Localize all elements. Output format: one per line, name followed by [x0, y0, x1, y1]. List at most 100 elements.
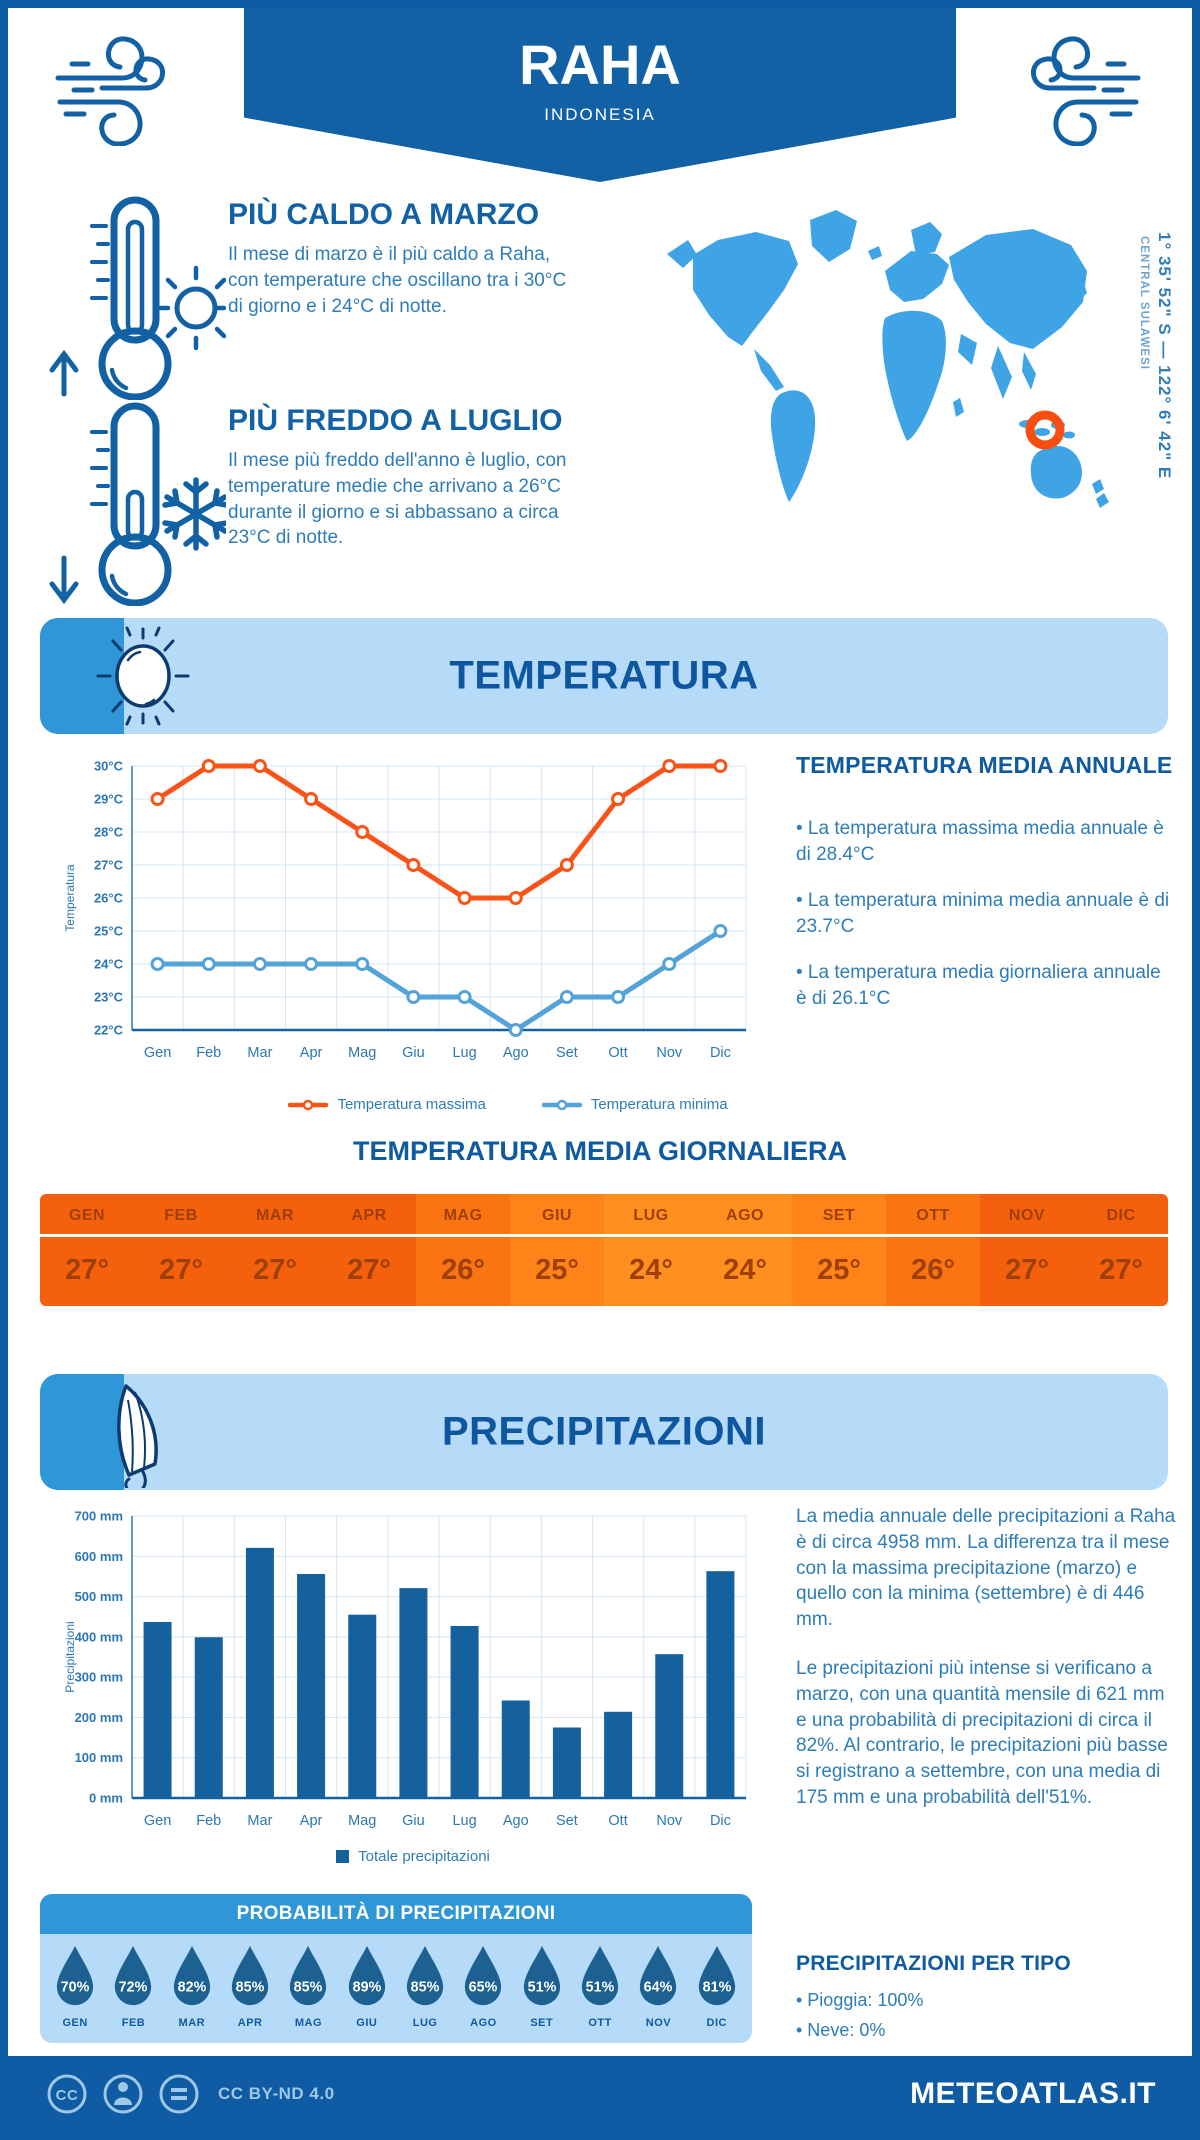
daily-temp-cell: MAG 26° [416, 1194, 510, 1306]
raindrop-icon: 85% [232, 1945, 269, 2006]
svg-text:Gen: Gen [144, 1045, 171, 1061]
svg-text:CC: CC [56, 2087, 79, 2104]
person-icon [103, 2074, 143, 2114]
svg-text:Mag: Mag [348, 1045, 376, 1061]
probability-drop: 82% MAR [163, 1944, 221, 2029]
umbrella-iconbox [40, 1374, 124, 1490]
wind-icon [1030, 36, 1141, 146]
daily-temp-cell: MAR 27° [228, 1194, 322, 1306]
daily-temp-cell: SET 25° [792, 1194, 886, 1306]
svg-text:Feb: Feb [196, 1813, 221, 1829]
svg-text:Dic: Dic [710, 1813, 731, 1829]
precipitation-paragraph-2: Le precipitazioni più intense si verific… [796, 1658, 1168, 1809]
map-marker-icon [1025, 410, 1065, 450]
precip-type-snow: • Neve: 0% [796, 2020, 886, 2040]
daily-temp-cell: LUG 24° [604, 1194, 698, 1306]
temperature-chart: 22°C 23°C 24°C 25°C 26°C 27°C 28°C 29°C 30°C Gen F… [63, 759, 747, 1061]
legend-item: Totale precipitazioni [336, 1848, 490, 1865]
page-subtitle: INDONESIA [544, 105, 656, 124]
daily-temp-cell: DIC 27° [1074, 1194, 1168, 1306]
svg-text:Set: Set [556, 1813, 578, 1829]
raindrop-icon: 65% [465, 1945, 502, 2006]
svg-text:Ott: Ott [608, 1813, 627, 1829]
svg-text:65%: 65% [469, 1980, 498, 1996]
raindrop-icon: 85% [290, 1945, 327, 2006]
svg-text:82%: 82% [178, 1980, 207, 1996]
daily-temp-cell: OTT 26° [886, 1194, 980, 1306]
svg-text:81%: 81% [702, 1980, 731, 1996]
svg-text:Apr: Apr [300, 1813, 323, 1829]
svg-text:72%: 72% [119, 1980, 148, 1996]
precipitation-paragraph-1: La media annuale delle precipitazioni a … [796, 1506, 1176, 1631]
svg-text:29°C: 29°C [94, 792, 124, 807]
thermometer-down-icon [49, 402, 226, 606]
svg-text:700 mm: 700 mm [75, 1509, 123, 1524]
probability-panel: PROBABILITÀ DI PRECIPITAZIONI 70% GEN 72% F… [40, 1894, 752, 2043]
header-banner: RAHA INDONESIA [244, 8, 956, 182]
sun-icon [174, 286, 218, 330]
svg-text:22°C: 22°C [94, 1023, 124, 1038]
precip-type-heading: PRECIPITAZIONI PER TIPO [796, 1952, 1071, 1975]
warmest-month-title: PIÙ CALDO A MARZO [228, 198, 540, 231]
svg-text:51%: 51% [527, 1980, 556, 1996]
svg-text:400 mm: 400 mm [75, 1629, 123, 1644]
region-text: CENTRAL SULAWESI [1138, 236, 1150, 370]
svg-text:Giu: Giu [402, 1045, 425, 1061]
precipitation-chart: 0 mm 100 mm 200 mm 300 mm 400 mm 500 mm 600 mm… [63, 1509, 747, 1829]
wind-icon [55, 36, 166, 146]
svg-text:Mar: Mar [247, 1813, 272, 1829]
daily-temp-cell: GIU 25° [510, 1194, 604, 1306]
probability-drops: 70% GEN 72% FEB 82% MAR 85% APR 85% MAG 89% GIU 85% L… [40, 1934, 752, 2043]
page-title: RAHA [519, 33, 681, 96]
svg-text:64%: 64% [644, 1980, 673, 1996]
svg-text:Nov: Nov [656, 1045, 683, 1061]
probability-drop: 65% AGO [454, 1944, 512, 2029]
svg-text:300 mm: 300 mm [75, 1670, 123, 1685]
nd-icon [159, 2074, 199, 2114]
raindrop-icon: 81% [698, 1945, 735, 2006]
svg-text:Nov: Nov [656, 1813, 683, 1829]
svg-text:Ago: Ago [503, 1045, 529, 1061]
svg-text:500 mm: 500 mm [75, 1589, 123, 1604]
temperature-section-title: TEMPERATURA [449, 653, 759, 698]
svg-text:25°C: 25°C [94, 924, 124, 939]
coordinates-text: 1° 35' 52" S — 122° 6' 42" E [1155, 232, 1174, 480]
svg-text:85%: 85% [411, 1980, 440, 1996]
svg-text:Apr: Apr [300, 1045, 323, 1061]
cc-license-icons: CC [47, 2074, 199, 2114]
svg-text:Mar: Mar [247, 1045, 272, 1061]
svg-text:0 mm: 0 mm [89, 1791, 123, 1806]
svg-text:24°C: 24°C [94, 957, 124, 972]
raindrop-icon: 72% [115, 1945, 152, 2006]
annual-temp-bullet-2: • La temperatura minima media annuale è … [796, 890, 1170, 937]
svg-text:26°C: 26°C [94, 891, 124, 906]
daily-temp-cell: APR 27° [322, 1194, 416, 1306]
raindrop-icon: 51% [581, 1945, 619, 2006]
svg-text:Feb: Feb [196, 1045, 221, 1061]
svg-text:Precipitazioni: Precipitazioni [63, 1621, 77, 1692]
coldest-month-title: PIÙ FREDDO A LUGLIO [228, 404, 563, 437]
svg-text:200 mm: 200 mm [75, 1710, 123, 1725]
probability-drop: 64% NOV [629, 1944, 687, 2029]
location-coordinates: 1° 35' 52" S — 122° 6' 42" E CENTRAL SUL… [1134, 232, 1174, 532]
svg-text:Mag: Mag [348, 1813, 376, 1829]
svg-text:Dic: Dic [710, 1045, 731, 1061]
svg-text:28°C: 28°C [94, 825, 124, 840]
license-text: CC BY-ND 4.0 [218, 2084, 335, 2103]
precipitation-section-banner: PRECIPITAZIONI [40, 1374, 1168, 1490]
daily-temp-table: GEN 27° FEB 27° MAR 27° APR 27° MAG 26° GIU 25° LUG 2… [40, 1194, 1168, 1306]
annual-temp-bullet-3: • La temperatura media giornaliera annua… [796, 962, 1161, 1009]
daily-temp-heading: TEMPERATURA MEDIA GIORNALIERA [353, 1136, 847, 1166]
svg-text:23°C: 23°C [94, 990, 124, 1005]
daily-temp-cell: GEN 27° [40, 1194, 134, 1306]
probability-drop: 85% APR [221, 1944, 279, 2029]
svg-text:30°C: 30°C [94, 759, 124, 774]
daily-temp-cell: AGO 24° [698, 1194, 792, 1306]
daily-temp-cell: FEB 27° [134, 1194, 228, 1306]
svg-text:51%: 51% [586, 1980, 615, 1996]
footer: CC CC BY-ND 4.0 METEOATLAS.IT [8, 2056, 1192, 2132]
probability-drop: 85% LUG [396, 1944, 454, 2029]
raindrop-icon: 51% [523, 1945, 560, 2006]
thermometer-up-icon [49, 196, 226, 400]
